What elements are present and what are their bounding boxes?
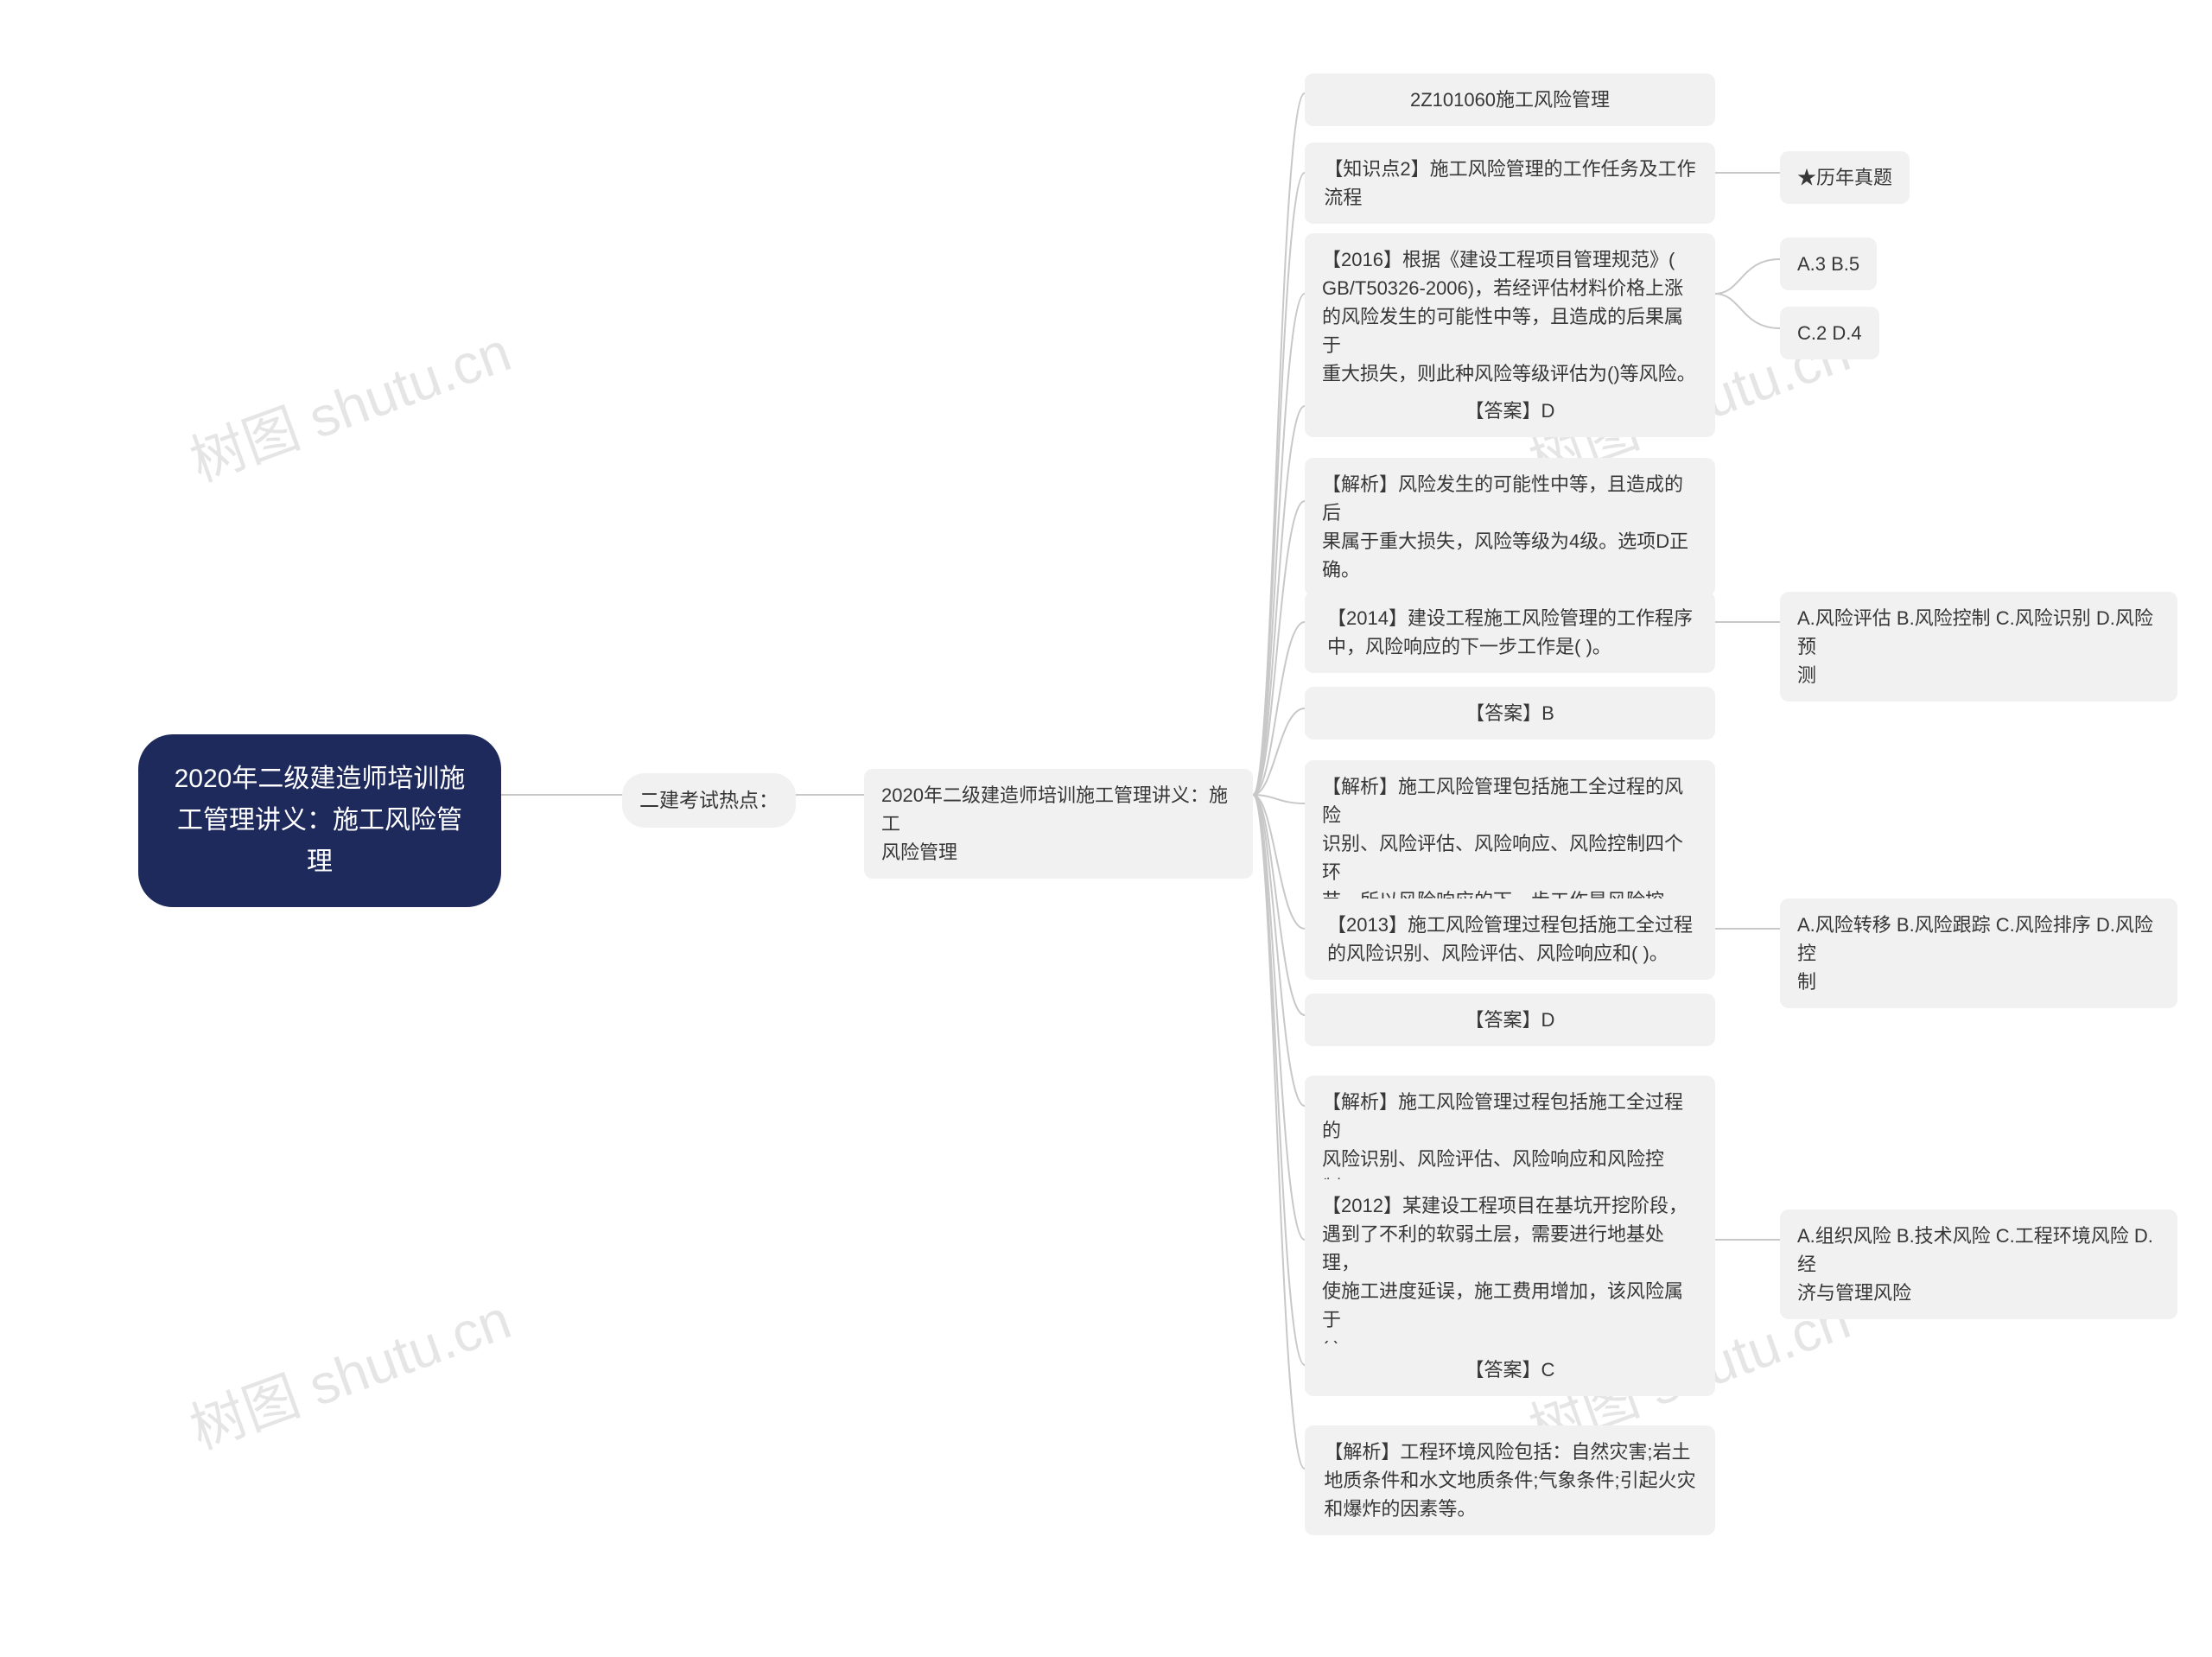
watermark: 树图 shutu.cn [178, 1275, 520, 1464]
mindmap-node-l4-5-0[interactable]: A.风险评估 B.风险控制 C.风险识别 D.风险预 测 [1780, 592, 2177, 702]
mindmap-node-level1[interactable]: 二建考试热点： [622, 773, 796, 828]
node-label: 【解析】工程环境风险包括：自然灾害;岩土 地质条件和水文地质条件;气象条件;引起… [1324, 1438, 1695, 1523]
node-label: 【答案】C [1465, 1355, 1555, 1384]
mindmap-node-l3-6[interactable]: 【答案】B [1305, 687, 1715, 740]
node-label: A.风险评估 B.风险控制 C.风险识别 D.风险预 测 [1797, 604, 2160, 689]
node-label: 【答案】B [1465, 699, 1554, 727]
mindmap-node-l3-9[interactable]: 【答案】D [1305, 994, 1715, 1046]
node-label: 二建考试热点： [639, 785, 779, 816]
node-label: A.3 B.5 [1797, 250, 1859, 278]
mindmap-node-l3-2[interactable]: 【2016】根据《建设工程项目管理规范》( GB/T50326-2006)，若经… [1305, 233, 1715, 400]
mindmap-root-label: 2020年二级建造师培训施 工管理讲义：施工风险管 理 [175, 759, 466, 883]
mindmap-node-l4-2-1[interactable]: C.2 D.4 [1780, 307, 1879, 359]
node-label: C.2 D.4 [1797, 319, 1862, 347]
mindmap-node-l3-13[interactable]: 【解析】工程环境风险包括：自然灾害;岩土 地质条件和水文地质条件;气象条件;引起… [1305, 1425, 1715, 1535]
mindmap-node-l3-1[interactable]: 【知识点2】施工风险管理的工作任务及工作 流程 [1305, 143, 1715, 224]
mindmap-node-l4-11-0[interactable]: A.组织风险 B.技术风险 C.工程环境风险 D.经 济与管理风险 [1780, 1209, 2177, 1319]
node-label: 【2016】根据《建设工程项目管理规范》( GB/T50326-2006)，若经… [1322, 245, 1698, 388]
node-label: 【解析】风险发生的可能性中等，且造成的后 果属于重大损失，风险等级为4级。选项D… [1322, 470, 1698, 584]
mindmap-node-l3-0[interactable]: 2Z101060施工风险管理 [1305, 73, 1715, 126]
node-label: 2020年二级建造师培训施工管理讲义：施工 风险管理 [881, 781, 1236, 867]
node-label: A.组织风险 B.技术风险 C.工程环境风险 D.经 济与管理风险 [1797, 1222, 2160, 1307]
node-label: 【2013】施工风险管理过程包括施工全过程 的风险识别、风险评估、风险响应和( … [1327, 911, 1693, 968]
node-label: 【答案】D [1465, 397, 1555, 425]
node-label: 【2014】建设工程施工风险管理的工作程序 中，风险响应的下一步工作是( )。 [1327, 604, 1693, 661]
watermark: 树图 shutu.cn [178, 308, 520, 497]
mindmap-node-l4-1-0[interactable]: ★历年真题 [1780, 151, 1910, 204]
mindmap-root[interactable]: 2020年二级建造师培训施 工管理讲义：施工风险管 理 [138, 734, 501, 907]
node-label: 【2012】某建设工程项目在基坑开挖阶段， 遇到了不利的软弱土层，需要进行地基处… [1322, 1191, 1698, 1362]
mindmap-node-level2[interactable]: 2020年二级建造师培训施工管理讲义：施工 风险管理 [864, 769, 1253, 879]
mindmap-node-l3-4[interactable]: 【解析】风险发生的可能性中等，且造成的后 果属于重大损失，风险等级为4级。选项D… [1305, 458, 1715, 596]
mindmap-node-l3-5[interactable]: 【2014】建设工程施工风险管理的工作程序 中，风险响应的下一步工作是( )。 [1305, 592, 1715, 673]
mindmap-node-l4-2-0[interactable]: A.3 B.5 [1780, 238, 1877, 290]
node-label: A.风险转移 B.风险跟踪 C.风险排序 D.风险控 制 [1797, 911, 2160, 996]
node-label: 2Z101060施工风险管理 [1410, 86, 1610, 114]
mindmap-node-l4-8-0[interactable]: A.风险转移 B.风险跟踪 C.风险排序 D.风险控 制 [1780, 898, 2177, 1008]
node-label: 【答案】D [1465, 1006, 1555, 1034]
mindmap-node-l3-8[interactable]: 【2013】施工风险管理过程包括施工全过程 的风险识别、风险评估、风险响应和( … [1305, 898, 1715, 980]
mindmap-node-l3-12[interactable]: 【答案】C [1305, 1343, 1715, 1396]
node-label: ★历年真题 [1797, 163, 1892, 192]
mindmap-node-l3-3[interactable]: 【答案】D [1305, 384, 1715, 437]
node-label: 【知识点2】施工风险管理的工作任务及工作 流程 [1324, 155, 1695, 212]
